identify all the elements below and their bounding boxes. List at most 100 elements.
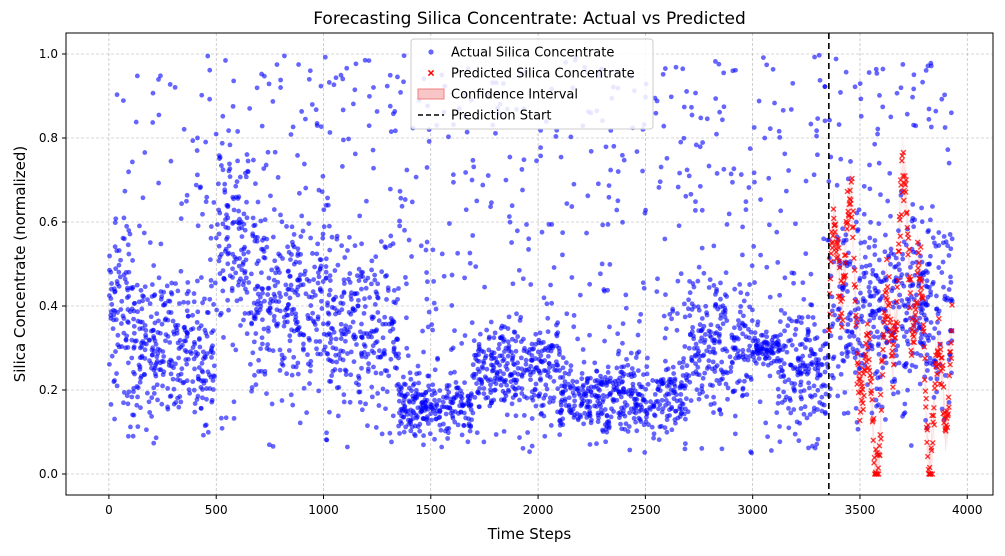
actual-point — [207, 96, 213, 102]
actual-point — [168, 310, 174, 315]
actual-point — [601, 287, 607, 292]
actual-point — [274, 307, 280, 313]
actual-point — [904, 310, 910, 316]
actual-point — [930, 235, 936, 241]
predicted-point — [947, 348, 954, 355]
predicted-point-stroke — [842, 272, 849, 279]
actual-point — [520, 187, 525, 193]
actual-point — [529, 416, 535, 421]
actual-point — [940, 259, 946, 265]
actual-point — [426, 383, 431, 389]
actual-point — [707, 349, 713, 355]
actual-point — [819, 394, 825, 400]
actual-point — [397, 218, 402, 224]
actual-point — [397, 188, 403, 194]
predicted-point — [903, 176, 909, 183]
actual-point — [112, 416, 117, 422]
actual-point — [362, 304, 368, 309]
predicted-point — [895, 241, 902, 247]
predicted-point-stroke — [930, 419, 937, 426]
actual-point — [131, 330, 137, 336]
actual-point — [543, 368, 549, 374]
actual-point — [375, 391, 381, 396]
actual-point — [925, 294, 931, 300]
actual-point — [462, 333, 468, 338]
actual-point — [170, 376, 176, 382]
actual-point — [764, 334, 770, 340]
actual-point — [873, 66, 879, 72]
actual-point — [332, 305, 337, 311]
predicted-point-stroke — [878, 407, 885, 414]
actual-point — [278, 85, 283, 90]
actual-point — [333, 336, 339, 342]
actual-point — [504, 382, 510, 388]
actual-point — [818, 361, 824, 367]
actual-point — [621, 408, 626, 414]
actual-point — [343, 331, 348, 337]
actual-point — [513, 413, 519, 419]
actual-point — [660, 71, 666, 77]
actual-point — [131, 308, 137, 314]
predicted-point-stroke — [842, 252, 849, 258]
actual-point — [432, 397, 437, 403]
actual-point — [902, 401, 908, 407]
actual-point — [732, 413, 738, 419]
actual-point — [231, 415, 237, 421]
predicted-point — [880, 331, 887, 338]
actual-point — [946, 253, 952, 258]
actual-point — [271, 207, 277, 212]
predicted-point-stroke — [943, 422, 950, 428]
actual-point — [841, 411, 847, 416]
actual-point — [853, 219, 859, 225]
actual-point — [403, 424, 409, 430]
actual-point — [236, 263, 242, 269]
actual-point — [152, 338, 158, 344]
predicted-point-stroke — [880, 346, 886, 353]
actual-point — [178, 268, 184, 274]
actual-point — [924, 278, 930, 284]
actual-point — [663, 402, 668, 408]
actual-point — [711, 394, 717, 400]
actual-point — [557, 375, 563, 380]
actual-point — [121, 215, 127, 221]
actual-point — [327, 273, 333, 279]
actual-point — [225, 215, 231, 221]
actual-point — [384, 389, 390, 395]
actual-point — [876, 221, 882, 227]
actual-point — [675, 184, 681, 190]
predicted-point-stroke — [850, 224, 857, 230]
actual-point — [379, 431, 385, 437]
predicted-point-stroke — [864, 321, 871, 327]
actual-point — [594, 368, 600, 374]
actual-point — [255, 199, 261, 205]
actual-point — [154, 382, 160, 388]
actual-point — [113, 216, 119, 222]
actual-point — [373, 370, 379, 376]
actual-point — [919, 205, 924, 211]
actual-point — [259, 270, 264, 276]
actual-point — [341, 399, 347, 405]
actual-point — [848, 310, 854, 316]
actual-point — [191, 339, 197, 345]
actual-point — [814, 133, 819, 139]
actual-point — [283, 282, 289, 288]
actual-point — [235, 129, 241, 134]
actual-point — [670, 364, 676, 370]
actual-point — [459, 432, 465, 438]
actual-point — [251, 339, 257, 345]
actual-point — [733, 355, 738, 361]
actual-point — [121, 236, 127, 242]
actual-point — [693, 90, 698, 96]
actual-point — [873, 397, 879, 403]
actual-point — [277, 347, 283, 353]
actual-point — [303, 185, 309, 191]
actual-point — [680, 401, 686, 407]
actual-point — [635, 332, 641, 338]
predicted-point-stroke — [838, 310, 845, 317]
predicted-point — [924, 426, 931, 433]
actual-point — [132, 300, 138, 306]
predicted-point-stroke — [906, 273, 913, 280]
actual-point — [205, 429, 211, 435]
actual-point — [481, 360, 487, 366]
actual-point — [225, 234, 230, 240]
